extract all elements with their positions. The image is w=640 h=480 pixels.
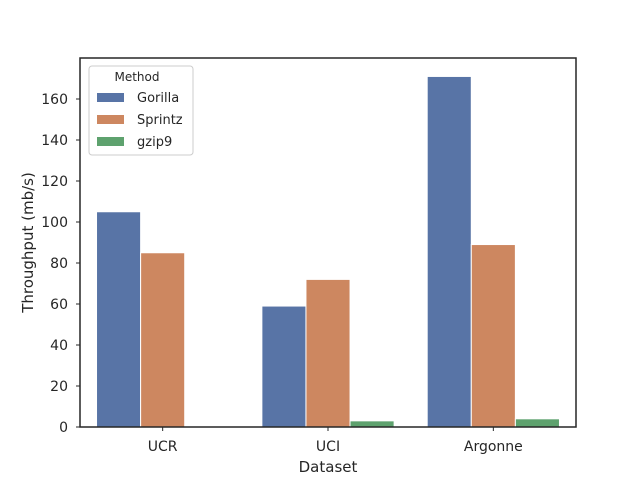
y-axis-ticks: 0 20 40 60 80 100 120 140 160: [41, 92, 80, 436]
legend-label-gorilla: Gorilla: [137, 91, 179, 106]
x-tick-label: Argonne: [464, 439, 523, 455]
legend: Method Gorilla Sprintz gzip9: [88, 65, 194, 156]
y-tick-label: 160: [41, 92, 68, 108]
legend-label-gzip9: gzip9: [137, 135, 172, 150]
axes-frame: [79, 57, 577, 428]
bar-gorilla-uci: [261, 305, 307, 428]
bar-sprintz-argonne: [470, 244, 516, 428]
y-tick-label: 0: [59, 420, 68, 436]
legend-items: Gorilla Sprintz gzip9: [97, 91, 183, 150]
bars-group: [96, 75, 560, 428]
y-tick-label: 100: [41, 215, 68, 231]
y-tick-label: 80: [50, 256, 68, 272]
y-tick-label: 20: [50, 379, 68, 395]
bar-gzip9-argonne: [514, 418, 560, 428]
bar-gzip9-uci: [349, 420, 395, 428]
y-tick-label: 120: [41, 174, 68, 190]
legend-label-sprintz: Sprintz: [137, 113, 183, 128]
y-tick-label: 40: [50, 338, 68, 354]
x-axis-ticks: UCR UCI Argonne: [148, 427, 523, 455]
y-tick-label: 60: [50, 297, 68, 313]
legend-swatch-gorilla: [97, 93, 124, 102]
bar-sprintz-uci: [305, 278, 351, 428]
legend-title: Method: [114, 70, 159, 84]
legend-box: [88, 65, 194, 156]
bar-sprintz-ucr: [140, 252, 186, 428]
x-tick-label: UCI: [316, 439, 340, 455]
bar-gorilla-argonne: [426, 75, 472, 428]
y-axis-label: Throughput (mb/s): [19, 172, 37, 314]
bar-gorilla-ucr: [96, 211, 142, 428]
legend-swatch-sprintz: [97, 115, 124, 124]
legend-swatch-gzip9: [97, 137, 124, 146]
x-axis-label: Dataset: [299, 458, 358, 476]
y-tick-label: 140: [41, 133, 68, 149]
x-tick-label: UCR: [148, 439, 178, 455]
